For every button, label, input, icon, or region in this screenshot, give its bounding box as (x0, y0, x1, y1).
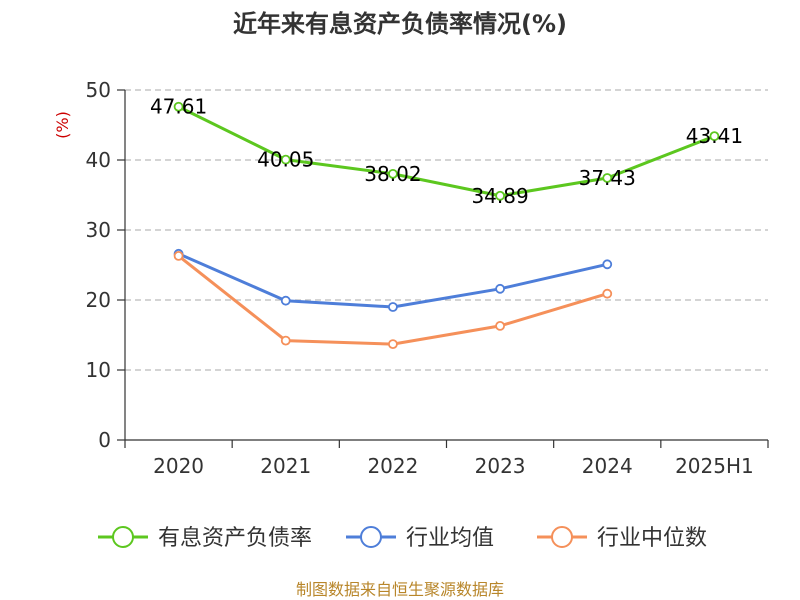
data-label: 47.61 (150, 95, 207, 119)
series-line-1 (177, 105, 715, 198)
data-label: 40.05 (257, 148, 314, 172)
data-point (173, 101, 184, 112)
data-point (280, 154, 291, 165)
x-tick-label: 2022 (367, 454, 418, 478)
x-tick-label: 2024 (582, 454, 633, 478)
y-tick-label: 10 (86, 358, 111, 382)
source-note: 制图数据来自恒生聚源数据库 (296, 580, 504, 599)
data-point (388, 168, 398, 179)
legend-marker (551, 526, 573, 548)
data-label: 37.43 (579, 166, 636, 190)
x-tick-label: 2021 (260, 454, 311, 478)
series-line-2 (177, 252, 608, 309)
legend: 有息资产负债率 行业均值 行业中位数 (98, 526, 707, 551)
series-lines (173, 101, 720, 350)
legend-marker (360, 526, 382, 548)
y-tick-label: 50 (86, 78, 111, 102)
data-point (388, 339, 398, 350)
data-point (173, 250, 184, 261)
legend-label: 行业中位数 (597, 526, 707, 551)
series-line-3 (177, 254, 608, 346)
data-point (495, 320, 505, 331)
grid-lines (125, 89, 768, 371)
y-tick-label: 30 (86, 218, 111, 242)
chart-title: 近年来有息资产负债率情况(%) (233, 10, 567, 38)
data-point (495, 283, 505, 294)
x-tick-label: 2023 (475, 454, 526, 478)
data-point (709, 131, 720, 142)
y-axis-unit: (%) (53, 111, 72, 139)
data-point (602, 173, 613, 183)
legend-marker (112, 526, 134, 548)
y-tick-label: 40 (86, 148, 111, 172)
x-tick-label: 2025H1 (675, 454, 754, 478)
data-label: 38.02 (364, 162, 421, 186)
data-point (602, 259, 613, 270)
x-tick-label: 2020 (153, 454, 204, 478)
data-point (280, 335, 291, 346)
axes: 0 10 20 30 40 50 2020 2021 2022 2023 2024 2025H1 (86, 78, 769, 478)
data-point (495, 190, 505, 201)
y-tick-label: 20 (86, 288, 111, 312)
y-tick-label: 0 (98, 428, 111, 452)
data-point (602, 288, 613, 299)
data-label: 34.89 (471, 184, 528, 208)
data-labels: 47.61 40.05 38.02 34.89 37.43 43.41 (150, 95, 743, 208)
data-point (388, 302, 398, 312)
data-point (280, 295, 291, 306)
data-label: 43.41 (686, 124, 743, 148)
legend-label: 有息资产负债率 (158, 526, 312, 551)
legend-label: 行业均值 (406, 526, 494, 551)
